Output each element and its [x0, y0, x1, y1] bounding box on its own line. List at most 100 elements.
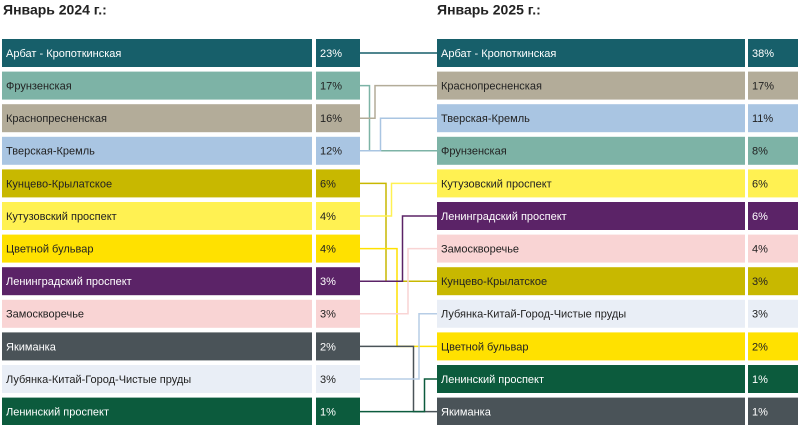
name-cell [437, 267, 745, 296]
row-share: 11% [752, 113, 773, 125]
row-name: Арбат - Кропоткинская [6, 48, 121, 60]
share-cell [748, 136, 798, 165]
share-cell [316, 136, 360, 165]
connector [360, 247, 437, 348]
row-share: 6% [752, 178, 768, 190]
row-name: Якиманка [441, 407, 492, 419]
share-cell [316, 332, 360, 361]
share-cell [748, 39, 798, 67]
row-name: Кунцево-Крылатское [441, 276, 547, 288]
share-cell [316, 397, 360, 425]
row-share: 3% [752, 309, 768, 321]
row-name: Арбат - Кропоткинская [441, 48, 556, 60]
share-cell [748, 299, 798, 328]
connectors [360, 52, 437, 413]
row-share: 4% [752, 244, 768, 256]
name-cell [2, 365, 312, 393]
connector [360, 313, 437, 380]
right-title: Январь 2025 г.: [437, 2, 541, 18]
connector [360, 117, 437, 152]
row-share: 3% [752, 276, 768, 288]
row-name: Лубянка-Китай-Город-Чистые пруды [6, 374, 191, 386]
share-cell [748, 397, 798, 425]
row-name: Краснопресненская [441, 81, 542, 93]
row-share: 4% [320, 244, 336, 256]
row-name: Цветной бульвар [441, 341, 528, 353]
row-name: Тверская-Кремль [441, 113, 530, 125]
share-cell [748, 365, 798, 393]
row-share: 3% [320, 374, 336, 386]
row-name: Якиманка [6, 341, 57, 353]
share-cell [316, 71, 360, 100]
row-name: Кутузовский проспект [441, 178, 552, 190]
row-name: Кунцево-Крылатское [6, 178, 112, 190]
row-name: Кутузовский проспект [6, 211, 117, 223]
name-cell [2, 234, 312, 263]
name-cell [2, 332, 312, 361]
name-cell [437, 332, 745, 361]
share-cell [316, 104, 360, 133]
name-cell [2, 202, 312, 230]
name-cell [437, 136, 745, 165]
connector [360, 182, 437, 217]
share-cell [316, 267, 360, 296]
connector [360, 247, 437, 315]
share-cell [316, 169, 360, 198]
name-cell [437, 169, 745, 198]
name-cell [2, 267, 312, 296]
share-cell [748, 104, 798, 133]
row-name: Ленинградский проспект [6, 276, 132, 288]
row-share: 6% [752, 211, 768, 223]
share-cell [748, 202, 798, 230]
row-share: 3% [320, 276, 336, 288]
row-name: Замоскворечье [6, 309, 84, 321]
share-cell [316, 202, 360, 230]
row-share: 1% [320, 407, 336, 419]
row-share: 17% [752, 81, 774, 93]
share-cell [316, 39, 360, 67]
share-cell [748, 169, 798, 198]
share-cell [316, 365, 360, 393]
row-share: 16% [320, 113, 342, 125]
name-cell [437, 71, 745, 100]
name-cell [2, 169, 312, 198]
name-cell [437, 234, 745, 263]
row-share: 4% [320, 211, 336, 223]
name-cell [437, 39, 745, 67]
row-name: Замоскворечье [441, 244, 519, 256]
row-name: Фрунзенская [441, 146, 507, 158]
row-name: Ленинский проспект [6, 407, 109, 419]
row-share: 2% [752, 341, 768, 353]
name-cell [437, 365, 745, 393]
name-cell [2, 136, 312, 165]
share-cell [748, 71, 798, 100]
row-name: Лубянка-Китай-Город-Чистые пруды [441, 309, 626, 321]
name-cell [437, 299, 745, 328]
share-cell [316, 299, 360, 328]
share-cell [748, 332, 798, 361]
name-cell [2, 104, 312, 133]
name-cell [437, 104, 745, 133]
connector [360, 378, 437, 413]
name-cell [2, 71, 312, 100]
row-share: 6% [320, 178, 336, 190]
row-name: Тверская-Кремль [6, 146, 95, 158]
share-cell [748, 267, 798, 296]
name-cell [437, 397, 745, 425]
row-share: 1% [752, 374, 768, 386]
connector [360, 84, 437, 119]
row-share: 3% [320, 309, 336, 321]
row-share: 8% [752, 146, 768, 158]
row-name: Ленинский проспект [441, 374, 544, 386]
left-title: Январь 2024 г.: [3, 2, 107, 18]
row-name: Ленинградский проспект [441, 211, 567, 223]
row-name: Фрунзенская [6, 81, 72, 93]
name-cell [2, 299, 312, 328]
row-name: Цветной бульвар [6, 244, 93, 256]
share-cell [748, 234, 798, 263]
name-cell [2, 397, 312, 425]
row-share: 12% [320, 146, 342, 158]
row-share: 1% [752, 407, 768, 419]
name-cell [437, 202, 745, 230]
